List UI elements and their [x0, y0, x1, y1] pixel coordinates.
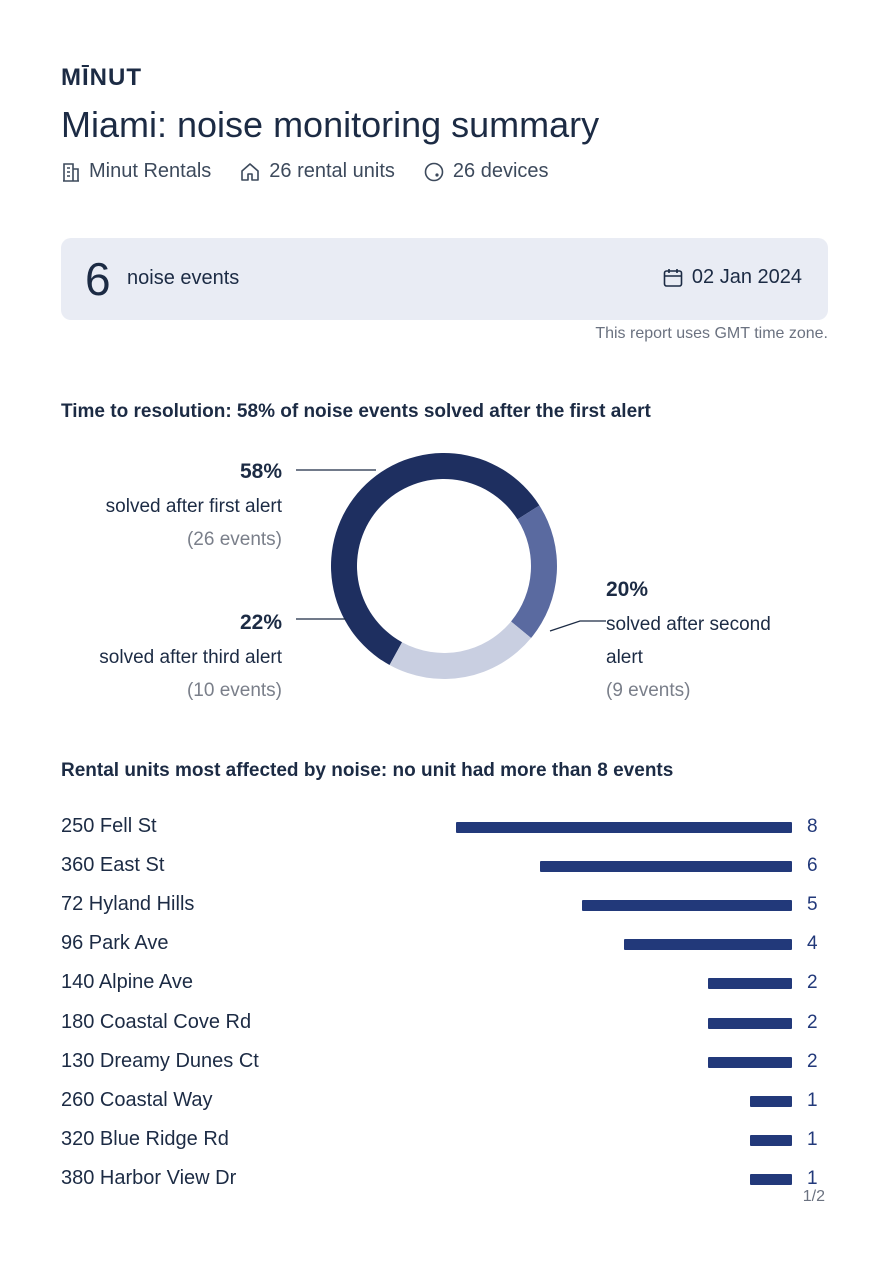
bar — [708, 1017, 792, 1029]
donut-segment-3 — [389, 621, 532, 679]
label-first: solved after first alert — [106, 496, 283, 517]
home-icon — [241, 162, 260, 181]
bar — [582, 900, 792, 912]
devices-count: 26 devices — [452, 160, 549, 182]
bar-value: 2 — [807, 1011, 818, 1033]
affected-title: Rental units most affected by noise: no … — [61, 760, 674, 781]
donut-segment-2 — [511, 505, 557, 639]
bar — [540, 861, 792, 873]
bar-label: 96 Park Ave — [61, 932, 169, 955]
pct-second: 20% — [606, 578, 648, 601]
device-icon — [424, 162, 444, 181]
calendar-icon — [663, 268, 683, 287]
report-date: 02 Jan 2024 — [662, 266, 802, 289]
bar-value: 6 — [807, 855, 818, 877]
date-text: 02 Jan 2024 — [691, 266, 802, 288]
report-meta: Minut Rentals 26 rental units 26 devices — [61, 160, 577, 183]
bar-label: 72 Hyland Hills — [61, 893, 195, 916]
org-name: Minut Rentals — [89, 160, 212, 182]
bar-value: 4 — [807, 933, 818, 955]
summary-box: 6 noise events 02 Jan 2024 — [61, 238, 828, 320]
bar-value: 1 — [807, 1167, 818, 1189]
bar-label: 260 Coastal Way — [61, 1088, 213, 1111]
resolution-title: Time to resolution: 58% of noise events … — [61, 401, 651, 422]
bar — [750, 1173, 792, 1185]
timezone-note: This report uses GMT time zone. — [595, 325, 828, 342]
bar-value: 1 — [807, 1089, 818, 1111]
page-number: 1/2 — [802, 1188, 825, 1205]
events-third: (10 events) — [187, 680, 282, 701]
pct-third: 22% — [240, 611, 282, 634]
event-label: noise events — [127, 267, 240, 289]
bar-label: 380 Harbor View Dr — [61, 1166, 237, 1189]
bar-label: 320 Blue Ridge Rd — [61, 1127, 229, 1150]
bar — [708, 978, 792, 990]
bar-label: 130 Dreamy Dunes Ct — [61, 1049, 259, 1072]
events-second: (9 events) — [606, 680, 690, 701]
bar — [750, 1095, 792, 1107]
bar-value: 1 — [807, 1128, 818, 1150]
bar-value: 8 — [807, 816, 818, 837]
bar — [624, 939, 792, 951]
bar — [456, 822, 792, 833]
org-meta: Minut Rentals — [61, 160, 211, 183]
units-count: 26 rental units — [269, 160, 395, 182]
bar-value: 2 — [807, 1050, 818, 1072]
minut-logo: MĪNUT — [61, 64, 142, 91]
bar-value: 5 — [807, 894, 818, 916]
label-third: solved after third alert — [99, 647, 282, 668]
devices-meta: 26 devices — [423, 160, 549, 183]
bar-label: 140 Alpine Ave — [61, 971, 193, 994]
label-second-line2: alert — [606, 647, 644, 668]
bar-label: 180 Coastal Cove Rd — [61, 1010, 252, 1033]
event-count: 6 — [85, 253, 111, 305]
leader-line-second — [549, 620, 606, 632]
page-title: Miami: noise monitoring summary — [61, 104, 600, 145]
events-first: (26 events) — [187, 529, 282, 550]
building-icon — [63, 162, 79, 182]
bar — [750, 1134, 792, 1146]
units-meta: 26 rental units — [239, 160, 395, 183]
pct-first: 58% — [240, 460, 282, 483]
label-second: solved after second — [606, 614, 771, 635]
bar-label: 360 East St — [61, 854, 165, 877]
bar-value: 2 — [807, 972, 818, 994]
bar — [708, 1056, 792, 1068]
bar-label: 250 Fell St — [61, 815, 157, 837]
resolution-donut-chart: 58% solved after first alert (26 events)… — [99, 453, 771, 701]
